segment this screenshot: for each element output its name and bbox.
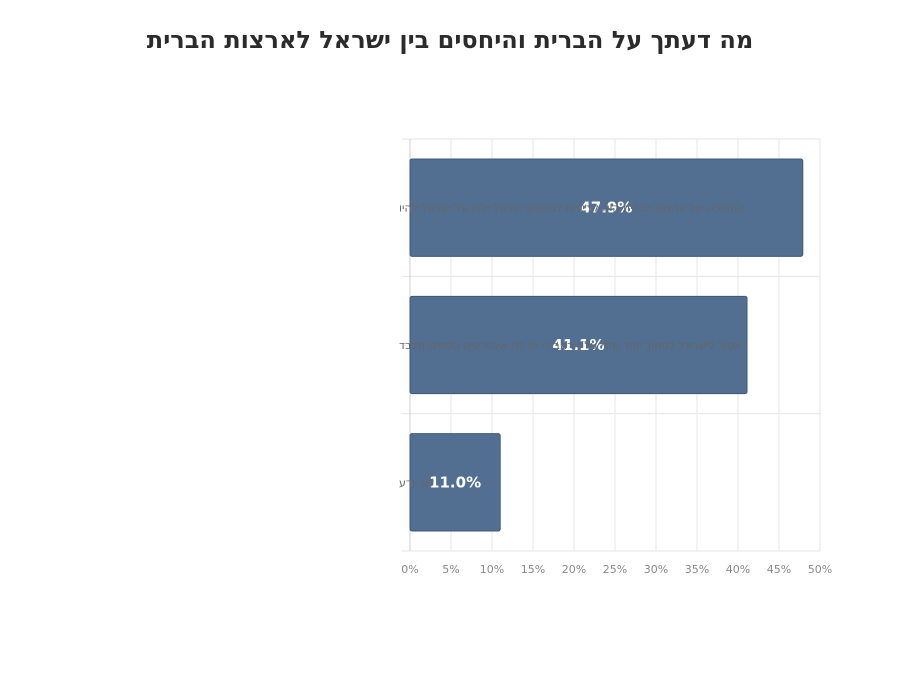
category-label: התמיכה של ארצות הברית היא קריטית לביטחון… [399,202,745,215]
x-tick-label: 45% [767,563,791,576]
x-tick-label: 10% [480,563,504,576]
x-tick-label: 15% [521,563,545,576]
x-tick-label: 50% [808,563,832,576]
category-label: לא יודע [399,476,434,489]
x-tick-label: 20% [562,563,586,576]
x-tick-label: 5% [442,563,459,576]
chart-title: מה דעתך על הברית והיחסים בין ישראל לארצו… [146,26,754,54]
bar [409,295,748,395]
x-tick-label: 40% [726,563,750,576]
x-tick-label: 30% [644,563,668,576]
bar [409,158,804,257]
bar [409,433,501,532]
x-tick-label: 0% [401,563,418,576]
category-label: אסור לישראל לסמוך יותר מידי על ארהב כי י… [399,339,742,352]
data-label: 41.1% [552,336,604,354]
x-tick-label: 35% [685,563,709,576]
data-label: 11.0% [429,473,481,491]
data-label: 47.9% [580,199,632,217]
bar-layer [409,158,804,532]
label-layer: 0% 5% 10% 15% 20% 25% 30% 35% 40% 45% 50% 47.9%התמי… [399,199,832,576]
x-tick-label: 25% [603,563,627,576]
